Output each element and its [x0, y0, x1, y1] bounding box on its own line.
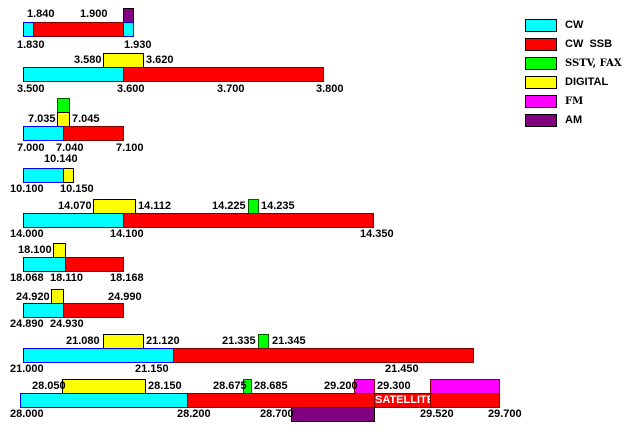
freq-label: 7.035	[28, 113, 56, 125]
band-10-cw	[20, 393, 188, 408]
band-10-ssb-high	[430, 393, 500, 408]
freq-label: 7.040	[56, 142, 84, 154]
band-30-cw	[23, 168, 64, 183]
freq-label: 18.068	[10, 272, 44, 284]
freq-label: 10.150	[60, 183, 94, 195]
legend-label: DIGITAL	[565, 76, 609, 88]
band-15-ssb	[173, 348, 474, 363]
satellite-label: SATELLITE	[375, 394, 435, 406]
band-30-digital	[63, 168, 74, 183]
freq-label: 28.675	[213, 380, 247, 392]
band-10-am	[291, 407, 375, 422]
band-160-cw-high	[123, 22, 134, 37]
freq-label: 3.700	[217, 83, 245, 95]
freq-label: 3.620	[146, 54, 174, 66]
legend-swatch-digital	[525, 76, 557, 89]
freq-label: 18.100	[18, 244, 52, 256]
freq-label: 3.600	[117, 83, 145, 95]
band-10-ssb	[187, 393, 375, 408]
band-40-digital	[57, 112, 70, 127]
freq-label: 24.890	[10, 318, 44, 330]
freq-label: 14.100	[110, 228, 144, 240]
freq-label: 28.150	[148, 380, 182, 392]
freq-label: 7.000	[17, 142, 45, 154]
freq-label: 21.150	[135, 363, 169, 375]
freq-label: 21.000	[10, 363, 44, 375]
band-40-ssb	[63, 126, 124, 141]
freq-label: 18.110	[50, 272, 84, 284]
freq-label: 28.000	[10, 408, 44, 420]
freq-label: 24.990	[108, 291, 142, 303]
freq-label: 21.120	[146, 335, 180, 347]
band-40-cw	[23, 126, 64, 141]
freq-label: 7.100	[116, 142, 144, 154]
legend-swatch-cw	[525, 19, 557, 32]
freq-label: 21.345	[272, 335, 306, 347]
legend-swatch-am	[525, 114, 557, 127]
legend-swatch-sstv	[525, 57, 557, 70]
freq-label: 10.140	[44, 153, 78, 165]
freq-label: 24.930	[50, 318, 84, 330]
band-20-digital	[93, 199, 136, 214]
band-160-am	[123, 8, 134, 23]
freq-label: 3.500	[17, 83, 45, 95]
freq-label: 3.800	[316, 83, 344, 95]
band-12-ssb	[63, 303, 124, 318]
freq-label: 24.920	[16, 291, 50, 303]
legend-swatch-fm	[525, 95, 557, 108]
freq-label: 1.900	[80, 8, 108, 20]
freq-label: 21.335	[222, 335, 256, 347]
freq-label: 29.200	[324, 380, 358, 392]
legend-swatch-ssb	[525, 38, 557, 51]
freq-label: 14.000	[10, 228, 44, 240]
freq-label: 14.070	[58, 200, 92, 212]
band-20-cw	[23, 213, 124, 228]
freq-label: 14.235	[261, 200, 295, 212]
freq-label: 21.450	[385, 363, 419, 375]
band-17-ssb	[65, 257, 124, 272]
freq-label: 28.700	[260, 408, 294, 420]
band-17-cw	[23, 257, 66, 272]
legend-label: FM	[565, 96, 584, 107]
band-80-ssb	[123, 67, 324, 82]
band-12-cw	[23, 303, 64, 318]
band-10-digital	[62, 379, 146, 394]
band-10-fm-high	[430, 379, 500, 394]
band-20-ssb	[123, 213, 374, 228]
freq-label: 10.100	[10, 183, 44, 195]
legend-label: AM	[565, 114, 583, 126]
freq-label: 29.300	[377, 380, 411, 392]
freq-label: 18.168	[110, 272, 144, 284]
band-10-satellite: SATELLITE	[374, 393, 435, 408]
legend-label: CW	[565, 19, 584, 31]
freq-label: 29.700	[488, 408, 522, 420]
legend-label: CW SSB	[565, 38, 613, 50]
band-40-sstv	[57, 98, 70, 113]
freq-label: 7.045	[72, 113, 100, 125]
freq-label: 28.200	[177, 408, 211, 420]
freq-label: 29.520	[420, 408, 454, 420]
band-12-digital	[51, 289, 64, 304]
band-15-digital	[103, 334, 144, 349]
band-17-digital	[53, 243, 66, 258]
band-80-cw	[23, 67, 124, 82]
band-80-digital	[103, 53, 144, 68]
band-20-sstv	[248, 199, 259, 214]
freq-label: 28.050	[32, 380, 66, 392]
freq-label: 1.930	[124, 39, 152, 51]
legend-label: SSTV, FAX	[565, 58, 622, 69]
freq-label: 3.580	[74, 54, 102, 66]
freq-label: 1.840	[27, 8, 55, 20]
freq-label: 14.350	[360, 228, 394, 240]
band-15-sstv	[258, 334, 269, 349]
freq-label: 1.830	[17, 39, 45, 51]
freq-label: 14.225	[212, 200, 246, 212]
band-160-ssb	[33, 22, 124, 37]
freq-label: 28.685	[254, 380, 288, 392]
freq-label: 14.112	[138, 200, 172, 212]
freq-label: 21.080	[66, 335, 100, 347]
band-15-cw	[23, 348, 174, 363]
